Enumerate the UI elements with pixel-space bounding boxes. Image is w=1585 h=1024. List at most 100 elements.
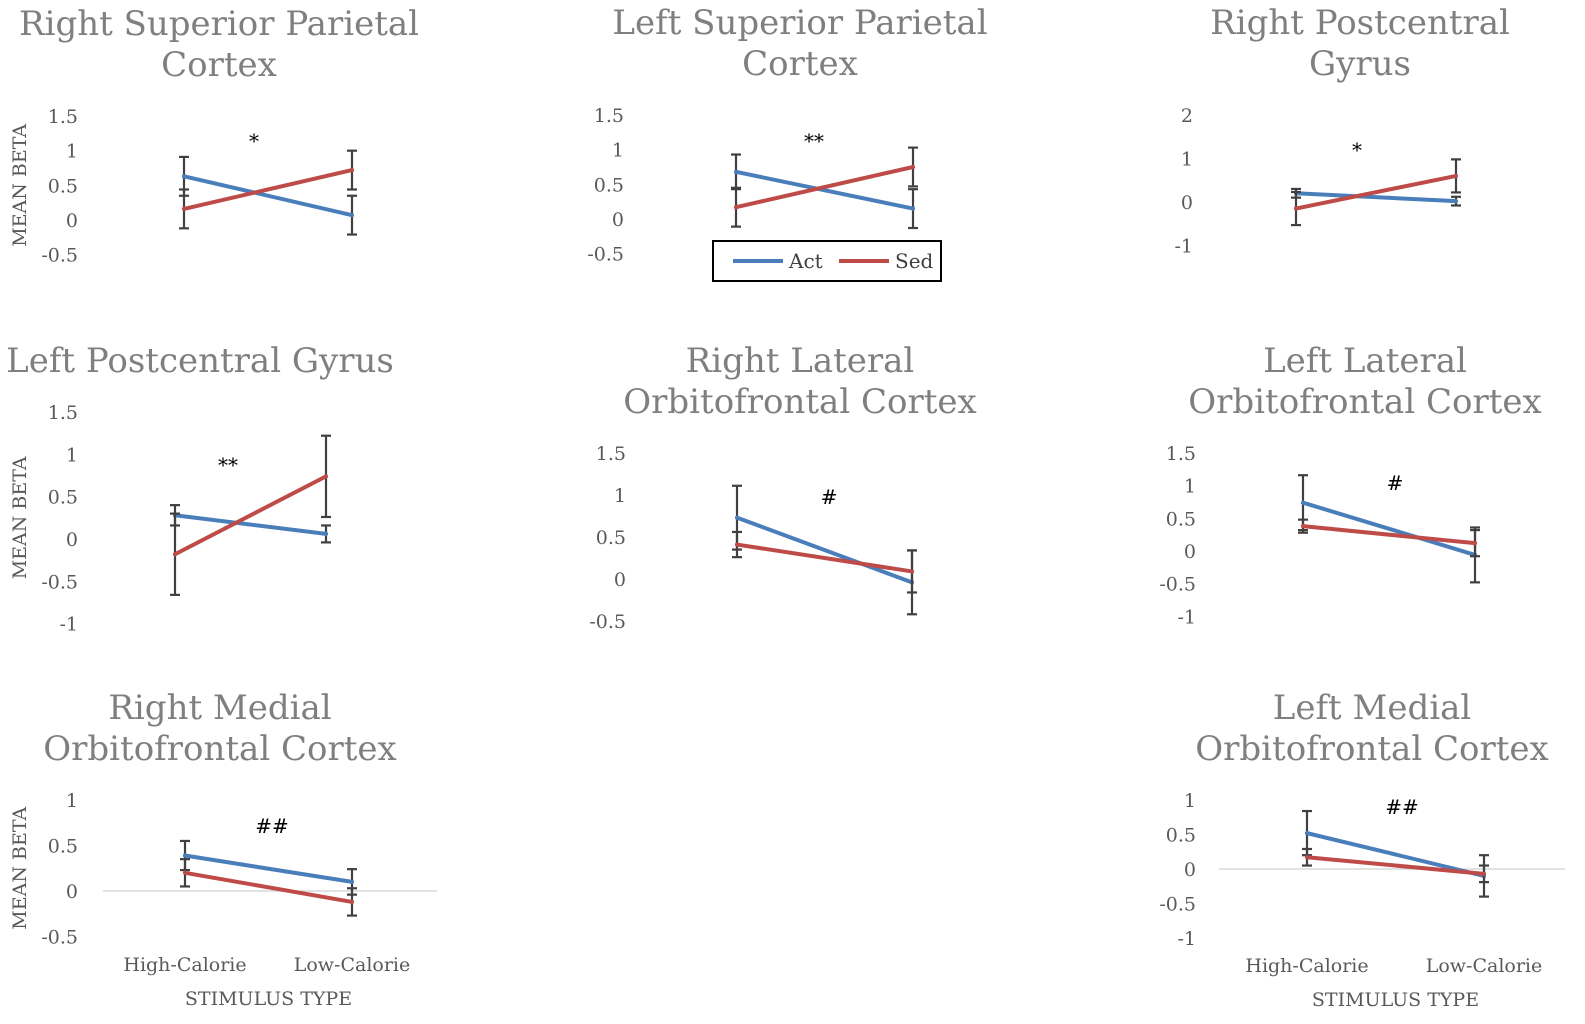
significance-marker: ## xyxy=(1385,795,1419,819)
y-tick-label: 0 xyxy=(66,881,78,903)
data-point xyxy=(182,174,186,179)
y-tick-label: 1 xyxy=(614,485,626,507)
series-sed xyxy=(1298,518,1480,558)
panel-title-line: Gyrus xyxy=(1309,44,1411,84)
panel-title: Left Superior Parietal Cortex xyxy=(612,3,987,84)
series-line xyxy=(735,515,914,585)
panel-title: Left Lateral Orbitofrontal Cortex xyxy=(1188,341,1541,422)
y-axis-title: MEAN BETA xyxy=(9,807,31,930)
y-tick-label: 1 xyxy=(1184,476,1196,498)
data-point xyxy=(1454,173,1458,178)
y-tick-label: 1.5 xyxy=(596,443,626,465)
panel-title-line: Orbitofrontal Cortex xyxy=(1195,729,1548,769)
y-tick-label: 1 xyxy=(66,141,78,163)
y-tick-label: 0.5 xyxy=(48,836,78,858)
x-category-label: Low-Calorie xyxy=(294,954,411,976)
panel-title: Right Lateral Orbitofrontal Cortex xyxy=(623,341,976,422)
series-line xyxy=(182,174,354,218)
chart-panel: Right Medial Orbitofrontal Cortex 1 0.5 0 -0.… xyxy=(9,688,437,1010)
y-tick-label: 1 xyxy=(66,790,78,812)
panel-title-line: Right Lateral xyxy=(686,341,915,381)
y-tick-label: 1.5 xyxy=(48,106,78,128)
data-point xyxy=(1482,871,1486,876)
y-tick-label: 1 xyxy=(66,444,78,466)
panel-title: Left Medial Orbitofrontal Cortex xyxy=(1195,688,1548,769)
y-tick-label: -0.5 xyxy=(41,245,78,267)
y-tick-label: 1 xyxy=(612,140,624,162)
y-tick-label: 0.5 xyxy=(596,527,626,549)
y-tick-label: -0.5 xyxy=(1159,574,1196,596)
data-point xyxy=(1473,541,1477,546)
legend-label: Sed xyxy=(895,249,934,273)
chart-panel: Right Superior Parietal Cortex 1.5 1 0.5 0 -0.… xyxy=(9,4,419,267)
y-tick-label: 0 xyxy=(612,209,624,231)
legend-label: Act xyxy=(788,249,823,273)
series-act xyxy=(179,155,357,236)
y-tick-label: 0.5 xyxy=(594,174,624,196)
panel-title-line: Right Postcentral xyxy=(1210,3,1510,43)
data-point xyxy=(1305,831,1309,836)
data-point xyxy=(911,206,915,211)
series-line xyxy=(173,513,328,536)
data-point xyxy=(1301,524,1305,529)
data-point xyxy=(910,569,914,574)
series-sed xyxy=(731,146,918,228)
chart-panel: Left Medial Orbitofrontal Cortex 1 0.5 0 -0.5… xyxy=(1159,688,1565,1011)
data-point xyxy=(735,542,739,547)
series-sed xyxy=(180,858,357,917)
y-tick-label: 0 xyxy=(614,569,626,591)
x-axis-title: STIMULUS TYPE xyxy=(185,988,352,1010)
y-tick-label: -0.5 xyxy=(41,571,78,593)
data-point xyxy=(183,870,187,875)
y-tick-label: 0.5 xyxy=(1166,825,1196,847)
series-act xyxy=(1302,809,1489,898)
panel-title-line: Orbitofrontal Cortex xyxy=(1188,382,1541,422)
chart-panel: Left Postcentral Gyrus 1.5 1 0.5 0 -0.5 -1 MEAN… xyxy=(6,341,394,636)
data-point xyxy=(911,165,915,169)
y-tick-label: 1.5 xyxy=(1166,443,1196,465)
y-tick-label: 0.5 xyxy=(1166,508,1196,530)
significance-marker: ## xyxy=(255,814,289,838)
data-point xyxy=(735,515,739,520)
panel-title-line: Left Postcentral Gyrus xyxy=(6,341,394,381)
panel-title-line: Left Superior Parietal xyxy=(612,3,987,43)
series-line xyxy=(173,474,328,557)
panel-title: Right Medial Orbitofrontal Cortex xyxy=(43,688,396,769)
significance-marker: # xyxy=(1387,471,1404,495)
series-line xyxy=(183,853,354,884)
series-line xyxy=(735,542,914,574)
y-tick-label: -0.5 xyxy=(587,244,624,266)
data-point xyxy=(350,879,354,884)
chart-panel: Left Lateral Orbitofrontal Cortex 1.5 1 0.5 0… xyxy=(1159,341,1541,628)
panel-title-line: Cortex xyxy=(161,45,277,85)
y-tick-label: 0.5 xyxy=(48,175,78,197)
series-act xyxy=(731,153,918,230)
y-tick-label: -1 xyxy=(59,614,78,636)
y-tick-label: 0 xyxy=(1184,859,1196,881)
series-sed xyxy=(732,530,917,594)
y-axis-title: MEAN BETA xyxy=(9,124,31,247)
series-line xyxy=(1294,173,1458,211)
series-line xyxy=(734,169,915,211)
series-line xyxy=(183,870,354,904)
y-tick-label: 1.5 xyxy=(594,105,624,127)
data-point xyxy=(350,899,354,904)
panel-title-line: Cortex xyxy=(742,44,858,84)
panel-title-line: Orbitofrontal Cortex xyxy=(623,382,976,422)
series-line xyxy=(1305,831,1486,878)
significance-marker: ** xyxy=(804,129,824,153)
panel-title-line: Right Superior Parietal xyxy=(19,4,419,44)
x-category-label: High-Calorie xyxy=(1245,955,1368,977)
y-tick-label: 2 xyxy=(1181,105,1193,127)
series-line xyxy=(1305,855,1486,876)
series-sed xyxy=(1302,847,1489,884)
y-tick-label: 1 xyxy=(1184,790,1196,812)
y-tick-label: 1 xyxy=(1181,149,1193,171)
y-tick-label: 0.5 xyxy=(48,487,78,509)
y-tick-label: -1 xyxy=(1177,928,1196,950)
chart-panel: Right Postcentral Gyrus 2 1 0 -1 * xyxy=(1174,3,1509,258)
series-line xyxy=(734,165,915,210)
data-point xyxy=(183,853,187,858)
series-line xyxy=(1301,500,1477,557)
